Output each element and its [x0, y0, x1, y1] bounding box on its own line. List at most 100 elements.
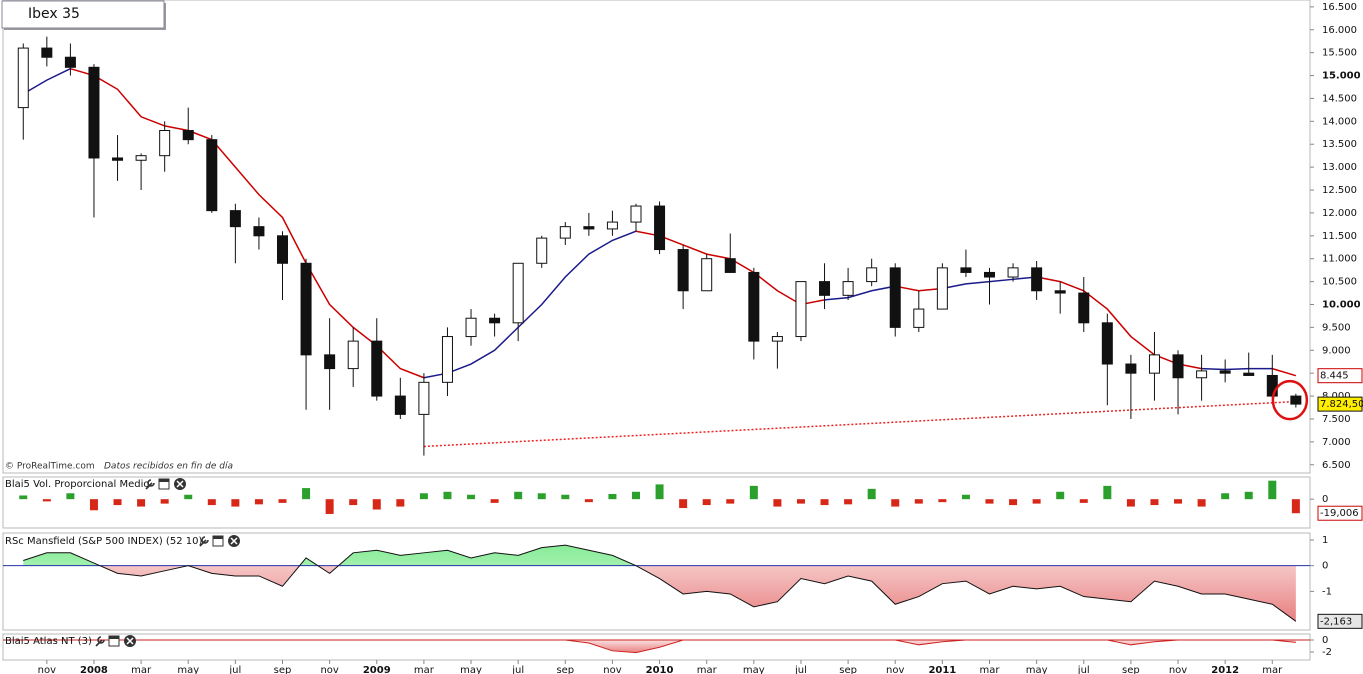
candle-body [936, 267, 948, 310]
bar [302, 488, 311, 500]
y-tick-label: 16.500 [1322, 2, 1357, 13]
y-tick-label: 11.500 [1322, 231, 1357, 242]
bar [1268, 480, 1277, 500]
bar [372, 499, 381, 510]
bar [1126, 499, 1135, 507]
wrench-button[interactable] [199, 536, 209, 547]
credit-note: Datos recibidos en fin de día [104, 462, 233, 472]
value-tag-label: -2,163 [1320, 616, 1352, 627]
x-tick-label: 2010 [646, 665, 674, 674]
candle-body [960, 267, 972, 273]
candle-body [465, 317, 477, 338]
y-tick-label: -2 [1322, 647, 1332, 658]
highlight-circle [1271, 379, 1309, 421]
credit: © ProRealTime.com [5, 462, 95, 472]
bar [443, 491, 452, 500]
bar [608, 494, 617, 500]
y-tick-label: 12.500 [1322, 185, 1357, 196]
trendline [423, 400, 1296, 448]
candle-body [394, 395, 406, 415]
x-tick-label: mar [980, 665, 1001, 674]
window-bar [213, 536, 223, 539]
y-tick-label: -1 [1322, 586, 1332, 597]
bar [514, 491, 523, 500]
bar [184, 494, 193, 500]
panel-frame [2, 476, 1311, 529]
x-tick-label: jul [511, 665, 524, 674]
y-tick-label: 15.000 [1322, 71, 1361, 82]
panel-frame [2, 633, 1311, 661]
y-tick-label: 1 [1322, 535, 1328, 546]
close-x [126, 637, 134, 645]
window-bar [109, 636, 119, 639]
x-tick-label: nov [1169, 665, 1187, 674]
window-bar [159, 479, 169, 482]
x-tick-label: nov [603, 665, 621, 674]
x-tick-label: may [743, 665, 765, 674]
wrench-button[interactable] [145, 479, 155, 490]
candle-body [1172, 354, 1184, 379]
y-tick-label: 13.500 [1322, 139, 1357, 150]
value-tag [1317, 368, 1363, 384]
bar [254, 499, 263, 505]
candle-body [300, 262, 312, 356]
candle-body [229, 210, 241, 228]
bar [631, 491, 640, 500]
candle-body [88, 66, 100, 159]
candle-body [654, 205, 666, 251]
bar [1009, 499, 1018, 506]
y-tick-label: 8.000 [1322, 391, 1351, 402]
candle-body [418, 381, 430, 415]
bar [584, 499, 593, 503]
candle-body [276, 235, 288, 264]
bar [396, 499, 405, 507]
bar [1244, 491, 1253, 500]
y-tick-label: 16.000 [1322, 25, 1357, 36]
bar [891, 499, 900, 507]
bar [467, 494, 476, 500]
area-negative [23, 640, 1296, 653]
panel-frame [2, 0, 1311, 474]
y-tick-label: 14.000 [1322, 116, 1357, 127]
wrench-button[interactable] [95, 636, 105, 647]
candle-body [324, 354, 336, 370]
candle-body [724, 258, 736, 273]
bar [1150, 499, 1159, 506]
x-tick-label: nov [886, 665, 904, 674]
bar [961, 494, 970, 500]
y-tick-label: 9.000 [1322, 345, 1351, 356]
close-x [230, 537, 238, 545]
bar [419, 493, 428, 500]
candle-body [64, 56, 76, 68]
y-tick-label: 15.500 [1322, 48, 1357, 59]
x-tick-label: 2008 [80, 665, 108, 674]
chart-title: Ibex 35 [28, 6, 80, 22]
candle-body [1007, 267, 1019, 278]
bar [537, 493, 546, 500]
bar [749, 485, 758, 500]
x-tick-label: jul [1077, 665, 1090, 674]
candle-body [606, 221, 618, 230]
candle-body [866, 267, 878, 283]
bar [89, 499, 98, 511]
candle-body [819, 281, 831, 296]
y-tick-label: 10.500 [1322, 277, 1357, 288]
y-tick-label: 14.500 [1322, 93, 1357, 104]
bar [325, 499, 334, 514]
moving-average [22, 68, 1273, 379]
candle-body [677, 249, 689, 292]
x-tick-label: sep [556, 665, 574, 674]
candle-body [441, 336, 453, 383]
panel-title: RSc Mansfield (S&P 500 INDEX) (52 10) [5, 536, 202, 547]
candle-body [1125, 363, 1137, 374]
y-tick-label: 11.000 [1322, 254, 1357, 265]
bar [66, 493, 75, 500]
title-box [1, 0, 165, 29]
x-tick-label: sep [274, 665, 292, 674]
value-tag-label: -19,006 [1320, 508, 1359, 519]
candle-body [1148, 354, 1160, 374]
candle-body [1031, 267, 1043, 292]
bar [207, 499, 216, 506]
candle-body [347, 340, 359, 370]
value-tag [1317, 396, 1363, 412]
